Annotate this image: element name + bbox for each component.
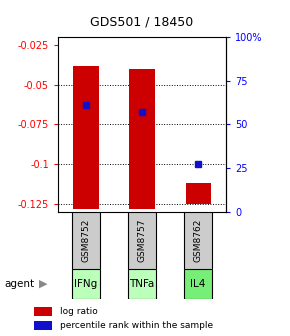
Bar	[34, 307, 52, 316]
Bar	[184, 269, 212, 299]
Bar	[73, 66, 99, 209]
Bar	[128, 212, 156, 269]
Text: agent: agent	[4, 279, 35, 289]
Bar	[128, 269, 156, 299]
Text: percentile rank within the sample: percentile rank within the sample	[60, 321, 213, 330]
Text: GSM8762: GSM8762	[194, 218, 203, 262]
Bar	[72, 269, 100, 299]
Text: log ratio: log ratio	[60, 307, 97, 316]
Bar	[184, 212, 212, 269]
Bar	[72, 212, 100, 269]
Text: GDS501 / 18450: GDS501 / 18450	[90, 15, 194, 29]
Bar	[186, 183, 211, 204]
Text: IFNg: IFNg	[75, 279, 98, 289]
Text: ▶: ▶	[39, 279, 48, 289]
Text: TNFa: TNFa	[129, 279, 155, 289]
Text: GSM8757: GSM8757	[137, 218, 147, 262]
Bar	[130, 69, 155, 209]
Text: GSM8752: GSM8752	[81, 218, 90, 262]
Bar	[34, 321, 52, 330]
Text: IL4: IL4	[191, 279, 206, 289]
